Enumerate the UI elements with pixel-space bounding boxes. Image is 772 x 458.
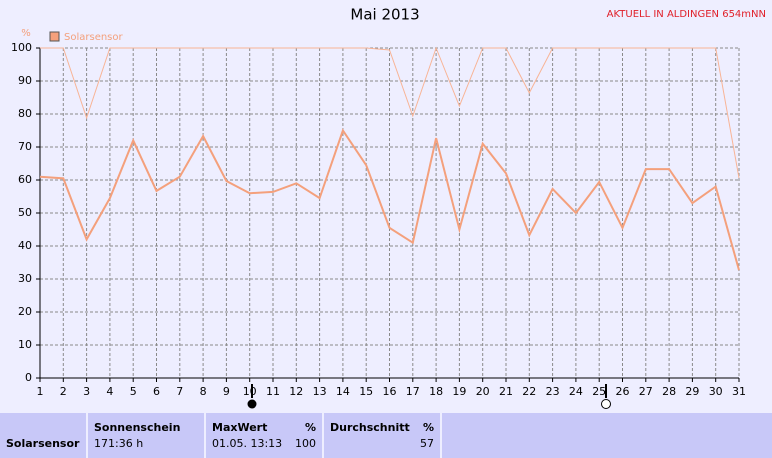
x-tick-label: 27: [639, 385, 653, 398]
x-tick-label: 2: [60, 385, 67, 398]
x-tick-label: 5: [130, 385, 137, 398]
summary-table: Solarsensor Sonnenschein 171:36 h MaxWer…: [0, 413, 772, 458]
cell-value: 57: [420, 437, 434, 450]
x-tick-label: 21: [499, 385, 513, 398]
x-tick-label: 28: [662, 385, 676, 398]
table-cell: [324, 413, 440, 458]
legend-label: Solarsensor: [64, 32, 124, 43]
table-cell: [206, 413, 322, 458]
y-tick-label: 30: [18, 272, 32, 285]
x-tick-label: 30: [709, 385, 723, 398]
legend-swatch: [49, 31, 60, 42]
x-tick-label: 17: [406, 385, 420, 398]
column-header: MaxWert: [212, 421, 267, 434]
y-tick-label: 100: [11, 41, 32, 54]
y-tick-label: 40: [18, 239, 32, 252]
x-tick-label: 4: [106, 385, 113, 398]
series-line: [40, 46, 740, 179]
y-tick-label: 20: [18, 305, 32, 318]
new-moon-icon: [247, 399, 257, 409]
column-header: Durchschnitt: [330, 421, 410, 434]
annotation: AKTUELL IN ALDINGEN 654mNN: [607, 9, 766, 20]
table-cell: [0, 413, 86, 458]
x-tick-label: 16: [383, 385, 397, 398]
y-tick-label: 50: [18, 206, 32, 219]
x-tick-label: 6: [153, 385, 160, 398]
full-moon-icon: [601, 399, 611, 409]
x-tick-label: 31: [732, 385, 746, 398]
x-tick-label: 19: [452, 385, 466, 398]
x-tick-label: 29: [685, 385, 699, 398]
y-tick-label: 10: [18, 338, 32, 351]
chart-title: Mai 2013: [350, 6, 419, 24]
x-tick-label: 18: [429, 385, 443, 398]
cell-value: 100: [295, 437, 316, 450]
column-unit: %: [423, 421, 434, 434]
x-tick-label: 26: [616, 385, 630, 398]
table-cell: [442, 413, 772, 458]
x-tick-label: 10: [243, 385, 257, 398]
x-tick-label: 9: [223, 385, 230, 398]
y-axis-label: %: [21, 28, 31, 39]
x-tick-label: 7: [176, 385, 183, 398]
y-tick-label: 90: [18, 74, 32, 87]
series-line: [39, 128, 740, 271]
x-tick-label: 24: [569, 385, 583, 398]
y-tick-label: 60: [18, 173, 32, 186]
table-cell: [88, 413, 204, 458]
y-tick-label: 80: [18, 107, 32, 120]
x-tick-label: 8: [200, 385, 207, 398]
x-tick-label: 23: [546, 385, 560, 398]
x-tick-label: 12: [289, 385, 303, 398]
x-tick-label: 25: [592, 385, 606, 398]
x-tick-label: 14: [336, 385, 350, 398]
x-tick-label: 3: [83, 385, 90, 398]
y-tick-label: 0: [25, 371, 32, 384]
cell-value: 171:36 h: [94, 437, 143, 450]
cell-value: 01.05. 13:13: [212, 437, 282, 450]
x-tick-label: 13: [313, 385, 327, 398]
column-header: Sonnenschein: [94, 421, 180, 434]
y-tick-label: 70: [18, 140, 32, 153]
x-tick-label: 20: [476, 385, 490, 398]
x-tick-label: 22: [522, 385, 536, 398]
x-tick-label: 11: [266, 385, 280, 398]
row-label: Solarsensor: [6, 437, 80, 450]
x-tick-label: 15: [359, 385, 373, 398]
x-tick-label: 1: [37, 385, 44, 398]
column-unit: %: [305, 421, 316, 434]
